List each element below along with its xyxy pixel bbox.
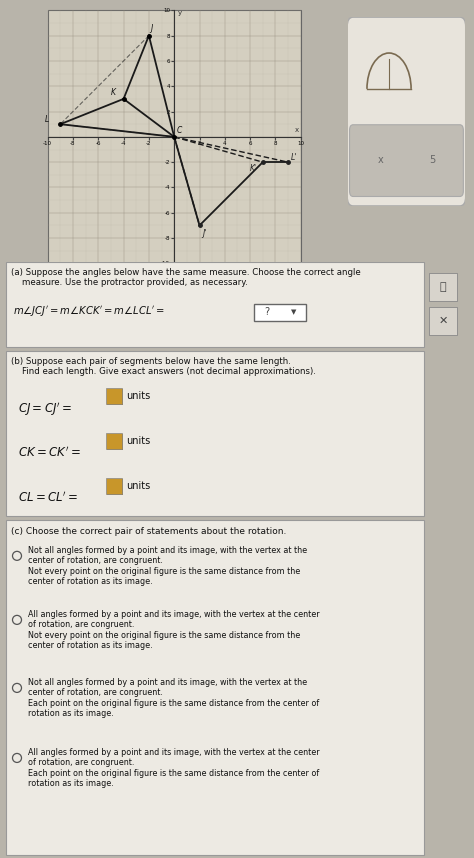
Text: (a) Suppose the angles below have the same measure. Choose the correct angle: (a) Suppose the angles below have the sa…: [11, 268, 361, 276]
FancyBboxPatch shape: [106, 388, 122, 404]
Text: rotation as its image.: rotation as its image.: [28, 779, 114, 789]
Text: Not every point on the original figure is the same distance from the: Not every point on the original figure i…: [28, 567, 300, 576]
Text: K: K: [111, 88, 116, 97]
Text: J: J: [150, 23, 153, 33]
Text: Each point on the original figure is the same distance from the center of: Each point on the original figure is the…: [28, 769, 319, 778]
Text: ?: ?: [264, 307, 269, 317]
Text: ⎘: ⎘: [440, 281, 447, 292]
Text: All angles formed by a point and its image, with the vertex at the center: All angles formed by a point and its ima…: [28, 748, 319, 757]
Text: K': K': [250, 164, 257, 173]
Text: 5: 5: [429, 154, 435, 165]
Text: ✕: ✕: [438, 316, 447, 326]
FancyBboxPatch shape: [6, 520, 424, 855]
FancyBboxPatch shape: [429, 306, 457, 335]
Text: $CJ = CJ' = $: $CJ = CJ' = $: [18, 401, 72, 418]
Text: y: y: [178, 10, 182, 16]
FancyBboxPatch shape: [347, 17, 465, 206]
Text: x: x: [294, 127, 299, 133]
Text: (b) Suppose each pair of segments below have the same length.: (b) Suppose each pair of segments below …: [11, 357, 291, 366]
FancyBboxPatch shape: [108, 480, 124, 495]
FancyBboxPatch shape: [108, 434, 124, 450]
Text: rotation as its image.: rotation as its image.: [28, 710, 114, 718]
FancyBboxPatch shape: [108, 390, 124, 405]
Text: center of rotation, are congruent.: center of rotation, are congruent.: [28, 556, 163, 565]
Text: ▼: ▼: [292, 309, 297, 315]
FancyBboxPatch shape: [349, 124, 464, 196]
Text: x: x: [378, 154, 384, 165]
Text: units: units: [126, 390, 150, 401]
Text: C: C: [177, 126, 182, 135]
Text: Not all angles formed by a point and its image, with the vertex at the: Not all angles formed by a point and its…: [28, 546, 307, 555]
Text: $CK = CK' = $: $CK = CK' = $: [18, 446, 81, 460]
Text: (c) Choose the correct pair of statements about the rotation.: (c) Choose the correct pair of statement…: [11, 527, 286, 536]
Text: of rotation, are congruent.: of rotation, are congruent.: [28, 620, 134, 630]
Text: L': L': [291, 153, 297, 161]
Text: $CL = CL' = $: $CL = CL' = $: [18, 491, 78, 505]
Text: units: units: [126, 436, 150, 446]
FancyBboxPatch shape: [106, 432, 122, 449]
Text: Find each length. Give exact answers (not decimal approximations).: Find each length. Give exact answers (no…: [11, 366, 316, 376]
Text: L: L: [45, 115, 49, 124]
Text: $m\angle JCJ' = m\angle KCK' = m\angle LCL' =$: $m\angle JCJ' = m\angle KCK' = m\angle L…: [13, 304, 165, 317]
Text: center of rotation as its image.: center of rotation as its image.: [28, 577, 153, 586]
Text: center of rotation, are congruent.: center of rotation, are congruent.: [28, 688, 163, 698]
FancyBboxPatch shape: [106, 478, 122, 494]
Text: Each point on the original figure is the same distance from the center of: Each point on the original figure is the…: [28, 699, 319, 708]
Text: Not every point on the original figure is the same distance from the: Not every point on the original figure i…: [28, 631, 300, 640]
FancyBboxPatch shape: [254, 304, 306, 321]
Text: center of rotation as its image.: center of rotation as its image.: [28, 642, 153, 650]
Text: of rotation, are congruent.: of rotation, are congruent.: [28, 758, 134, 767]
FancyBboxPatch shape: [429, 273, 457, 300]
Text: Not all angles formed by a point and its image, with the vertex at the: Not all angles formed by a point and its…: [28, 678, 307, 687]
FancyBboxPatch shape: [6, 262, 424, 347]
Text: J': J': [202, 228, 206, 238]
Text: measure. Use the protractor provided, as necessary.: measure. Use the protractor provided, as…: [11, 278, 248, 287]
Text: units: units: [126, 480, 150, 491]
FancyBboxPatch shape: [6, 351, 424, 516]
Text: All angles formed by a point and its image, with the vertex at the center: All angles formed by a point and its ima…: [28, 610, 319, 619]
